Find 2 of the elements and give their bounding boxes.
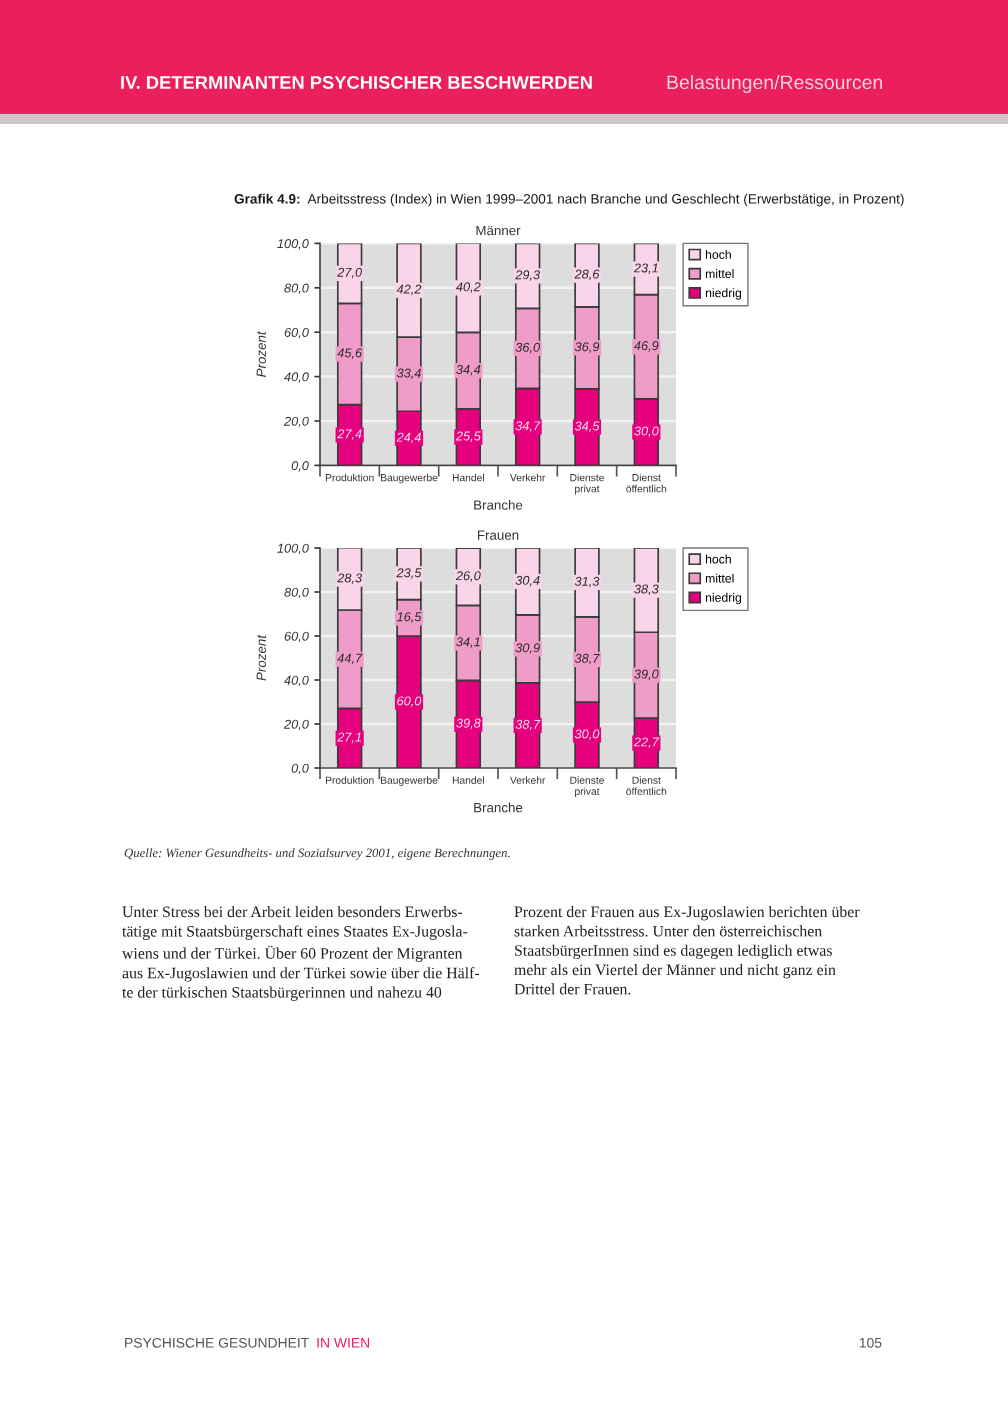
text: IV. DETERMINANTEN PSYCHISCHER BESCHWERDEN	[121, 75, 592, 89]
text: Belastungen/Ressourcen	[667, 74, 883, 94]
